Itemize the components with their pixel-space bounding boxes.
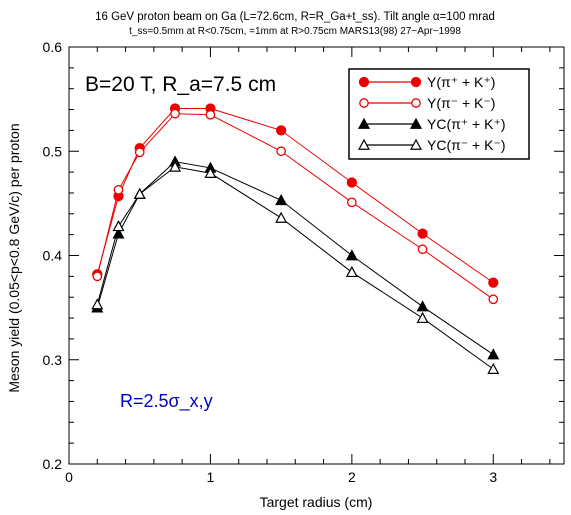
data-point bbox=[170, 108, 180, 119]
chart-subtitle: t_ss=0.5mm at R<0.75cm, =1mm at R>0.75cm… bbox=[129, 26, 461, 37]
y-tick-label: 0.3 bbox=[43, 352, 63, 368]
data-point bbox=[345, 249, 358, 261]
y-tick-label: 0.5 bbox=[43, 143, 63, 159]
y-tick-label: 0.6 bbox=[43, 39, 63, 55]
legend-label: Y(π⁺ + K⁺) bbox=[427, 74, 495, 90]
data-point bbox=[169, 160, 182, 172]
legend-marker bbox=[411, 98, 421, 108]
data-point bbox=[487, 348, 500, 360]
annotation-sigma: R=2.5σ_x,y bbox=[120, 391, 213, 412]
data-point bbox=[488, 294, 499, 305]
series-layer bbox=[91, 103, 500, 374]
data-point bbox=[347, 197, 357, 208]
legend-marker bbox=[357, 138, 371, 150]
data-point bbox=[204, 166, 217, 178]
legend-box bbox=[348, 68, 530, 160]
chart-title: 16 GeV proton beam on Ga (L=72.6cm, R=R_… bbox=[95, 11, 495, 23]
data-point bbox=[113, 184, 124, 195]
legend-label: YC(π⁺ + K⁺) bbox=[427, 116, 506, 132]
series-line bbox=[96, 166, 494, 370]
data-point bbox=[416, 300, 429, 312]
data-point bbox=[91, 298, 104, 310]
x-tick-label: 0 bbox=[65, 469, 73, 485]
series-3 bbox=[91, 160, 500, 374]
data-point bbox=[417, 244, 428, 255]
y-tick-label: 0.2 bbox=[43, 456, 63, 472]
data-point bbox=[416, 311, 429, 323]
data-point bbox=[112, 220, 125, 232]
x-axis-label: Target radius (cm) bbox=[260, 494, 373, 510]
legend-marker bbox=[410, 76, 422, 88]
data-point bbox=[346, 177, 358, 188]
plot-axes: 0 1 2 3 0.2 0.3 0.4 0.5 0.6 bbox=[43, 39, 565, 485]
data-point bbox=[92, 271, 103, 282]
data-point bbox=[133, 187, 146, 199]
y-tick-label: 0.4 bbox=[43, 248, 63, 264]
series-1 bbox=[92, 108, 499, 305]
legend-marker bbox=[357, 117, 371, 129]
legend-marker bbox=[358, 76, 370, 88]
legend-marker bbox=[359, 98, 369, 108]
legend-label: Y(π⁻ + K⁻) bbox=[427, 95, 495, 111]
legend-marker bbox=[409, 138, 423, 150]
data-point bbox=[417, 228, 428, 239]
y-axis-label: Meson yield (0.05<p<0.8 GeV/c) per proto… bbox=[6, 123, 22, 392]
legend-label: YC(π⁻ + K⁻) bbox=[427, 137, 506, 153]
legend: Y(π⁺ + K⁺) Y(π⁻ + K⁻) YC(π⁺ + K⁺) YC(π⁻ + K… bbox=[348, 68, 530, 160]
data-point bbox=[487, 362, 500, 374]
data-point bbox=[345, 265, 358, 278]
data-point bbox=[488, 277, 499, 288]
legend-marker bbox=[409, 117, 423, 129]
data-point bbox=[275, 125, 287, 136]
x-tick-label: 2 bbox=[348, 469, 356, 485]
data-point bbox=[275, 211, 288, 223]
annotation-field: B=20 T, R_a=7.5 cm bbox=[85, 73, 276, 96]
x-tick-label: 3 bbox=[489, 469, 497, 485]
data-point bbox=[276, 146, 286, 157]
x-tick-label: 1 bbox=[207, 469, 215, 485]
data-point bbox=[275, 193, 288, 206]
data-point bbox=[205, 109, 216, 120]
data-point bbox=[134, 147, 145, 158]
